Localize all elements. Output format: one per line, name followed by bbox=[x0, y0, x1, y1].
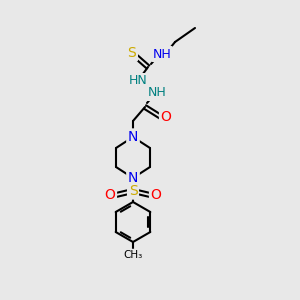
Text: HN: HN bbox=[129, 74, 147, 88]
Text: S: S bbox=[129, 184, 137, 198]
Text: O: O bbox=[160, 110, 171, 124]
Text: O: O bbox=[151, 188, 161, 202]
Text: S: S bbox=[128, 46, 136, 60]
Text: O: O bbox=[105, 188, 116, 202]
Text: NH: NH bbox=[153, 47, 171, 61]
Text: CH₃: CH₃ bbox=[123, 250, 142, 260]
Text: N: N bbox=[128, 171, 138, 185]
Text: N: N bbox=[128, 130, 138, 144]
Text: NH: NH bbox=[148, 86, 166, 100]
